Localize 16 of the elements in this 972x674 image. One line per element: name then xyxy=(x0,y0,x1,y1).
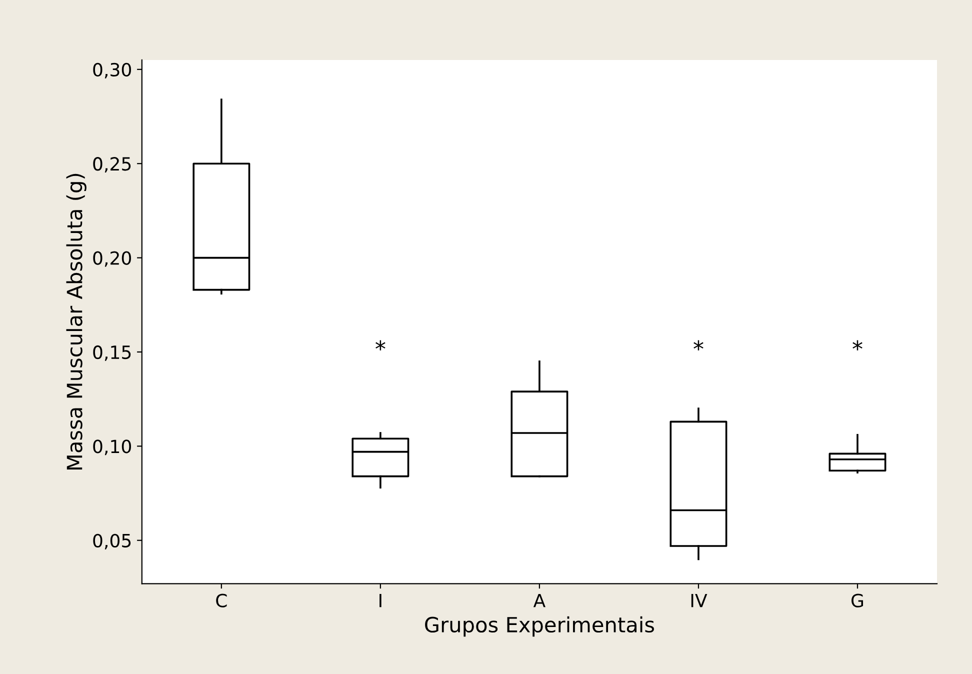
x-tick-label: A xyxy=(533,594,546,608)
y-tick-label: 0,10 xyxy=(93,440,131,456)
y-tick-label: 0,25 xyxy=(93,157,131,173)
x-tick-label: G xyxy=(852,594,864,608)
x-tick-label: IV xyxy=(691,594,708,608)
annotation: * xyxy=(852,340,862,350)
y-tick-label: 0,15 xyxy=(93,345,131,361)
annotation: * xyxy=(694,340,704,350)
x-tick-label: I xyxy=(380,594,382,608)
annotation: * xyxy=(376,340,386,350)
y-axis-title: Massa Muscular Absoluta (g) xyxy=(66,174,86,470)
y-tick-label: 0,20 xyxy=(93,251,131,267)
y-tick-label: 0,05 xyxy=(93,534,131,550)
x-axis-title: Grupos Experimentais xyxy=(425,616,654,637)
x-tick-label: C xyxy=(216,594,227,608)
y-tick-label: 0,30 xyxy=(93,62,131,78)
